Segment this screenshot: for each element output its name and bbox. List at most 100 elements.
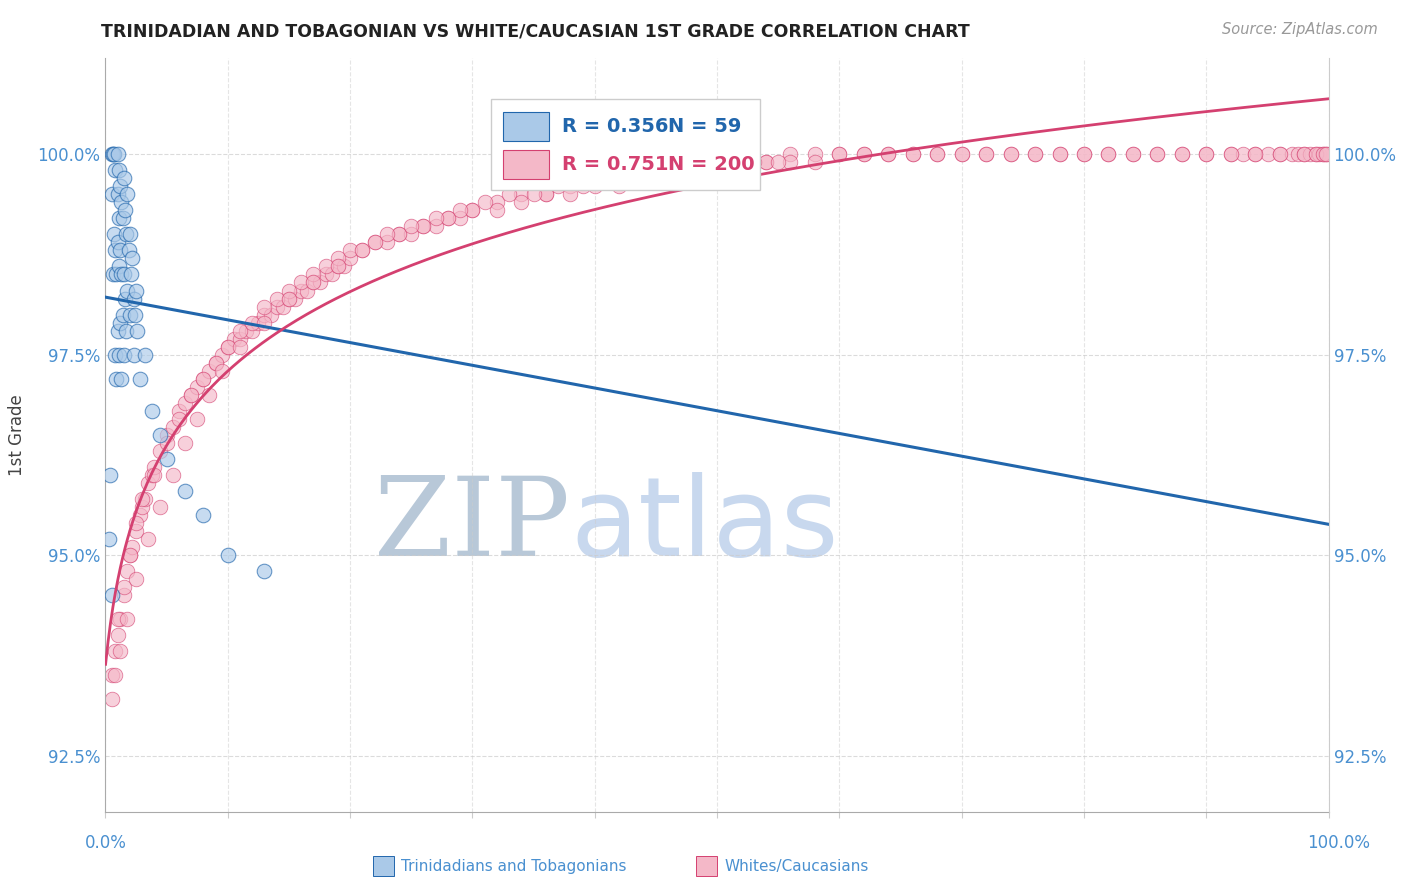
Point bbox=[742, 155, 765, 169]
Point bbox=[115, 324, 138, 338]
Point bbox=[1000, 147, 1022, 161]
Point bbox=[449, 203, 471, 218]
Point bbox=[278, 292, 301, 306]
Point bbox=[1312, 147, 1334, 161]
Point bbox=[706, 155, 728, 169]
Point bbox=[1195, 147, 1218, 161]
Point bbox=[104, 244, 127, 258]
Point bbox=[1024, 147, 1046, 161]
Point bbox=[253, 564, 276, 578]
Point bbox=[229, 332, 252, 346]
Point bbox=[174, 483, 197, 498]
Point bbox=[204, 356, 226, 370]
Point bbox=[302, 276, 325, 290]
Point bbox=[110, 195, 132, 210]
Text: Trinidadians and Tobagonians: Trinidadians and Tobagonians bbox=[401, 859, 626, 873]
Point bbox=[118, 244, 141, 258]
Point bbox=[1312, 147, 1334, 161]
Point bbox=[485, 203, 508, 218]
Point bbox=[155, 451, 177, 466]
Point bbox=[271, 300, 294, 314]
Point bbox=[974, 147, 997, 161]
Point bbox=[583, 171, 606, 186]
Point bbox=[162, 420, 184, 434]
Point bbox=[352, 244, 374, 258]
Point bbox=[326, 260, 349, 274]
Point bbox=[98, 532, 121, 546]
Point bbox=[560, 187, 582, 202]
Point bbox=[755, 155, 778, 169]
Point bbox=[1308, 147, 1330, 161]
Point bbox=[706, 163, 728, 178]
Point bbox=[449, 211, 471, 226]
Point bbox=[1024, 147, 1046, 161]
Point bbox=[657, 171, 679, 186]
Point bbox=[108, 612, 131, 626]
Point bbox=[437, 211, 460, 226]
Point bbox=[375, 235, 398, 250]
FancyBboxPatch shape bbox=[503, 150, 550, 178]
Point bbox=[103, 147, 125, 161]
Point bbox=[779, 155, 801, 169]
Point bbox=[118, 548, 141, 562]
Point bbox=[134, 491, 156, 506]
Point bbox=[1257, 147, 1279, 161]
Point bbox=[136, 475, 159, 490]
Point bbox=[108, 644, 131, 658]
Point bbox=[1294, 147, 1316, 161]
Point bbox=[321, 268, 343, 282]
Point bbox=[112, 580, 135, 594]
Point bbox=[1315, 147, 1337, 161]
Point bbox=[235, 324, 257, 338]
Point bbox=[1146, 147, 1168, 161]
Point bbox=[718, 163, 741, 178]
Point bbox=[828, 147, 851, 161]
Point bbox=[315, 260, 337, 274]
Point bbox=[950, 147, 973, 161]
Point bbox=[852, 147, 875, 161]
Point bbox=[111, 308, 134, 322]
Point bbox=[112, 171, 135, 186]
Point bbox=[950, 147, 973, 161]
Point bbox=[240, 316, 263, 330]
Point bbox=[108, 260, 131, 274]
Point bbox=[107, 147, 129, 161]
Point bbox=[198, 364, 221, 378]
Text: atlas: atlas bbox=[571, 472, 839, 579]
Point bbox=[326, 252, 349, 266]
Point bbox=[302, 268, 325, 282]
Point bbox=[333, 260, 356, 274]
Point bbox=[523, 187, 546, 202]
Point bbox=[547, 179, 569, 194]
Point bbox=[352, 244, 374, 258]
Point bbox=[1268, 147, 1291, 161]
Point bbox=[180, 388, 202, 402]
Point bbox=[644, 171, 668, 186]
Point bbox=[125, 516, 148, 530]
Point bbox=[266, 300, 288, 314]
Point bbox=[877, 147, 900, 161]
Point bbox=[693, 163, 716, 178]
Point bbox=[103, 227, 125, 242]
Point bbox=[1294, 147, 1316, 161]
Point bbox=[1244, 147, 1267, 161]
Point bbox=[278, 284, 301, 298]
Point bbox=[117, 564, 139, 578]
Point bbox=[141, 404, 163, 418]
Point bbox=[290, 276, 312, 290]
Point bbox=[117, 284, 139, 298]
Point bbox=[1316, 147, 1339, 161]
Point bbox=[128, 508, 150, 522]
Point bbox=[229, 324, 252, 338]
Point bbox=[315, 268, 337, 282]
Point bbox=[104, 644, 127, 658]
Point bbox=[534, 187, 557, 202]
Point bbox=[974, 147, 997, 161]
Point bbox=[290, 284, 312, 298]
Point bbox=[104, 668, 127, 682]
Point bbox=[131, 500, 153, 514]
Point bbox=[339, 244, 361, 258]
Point bbox=[204, 356, 226, 370]
Point bbox=[125, 284, 148, 298]
Text: ZIP: ZIP bbox=[374, 472, 571, 579]
